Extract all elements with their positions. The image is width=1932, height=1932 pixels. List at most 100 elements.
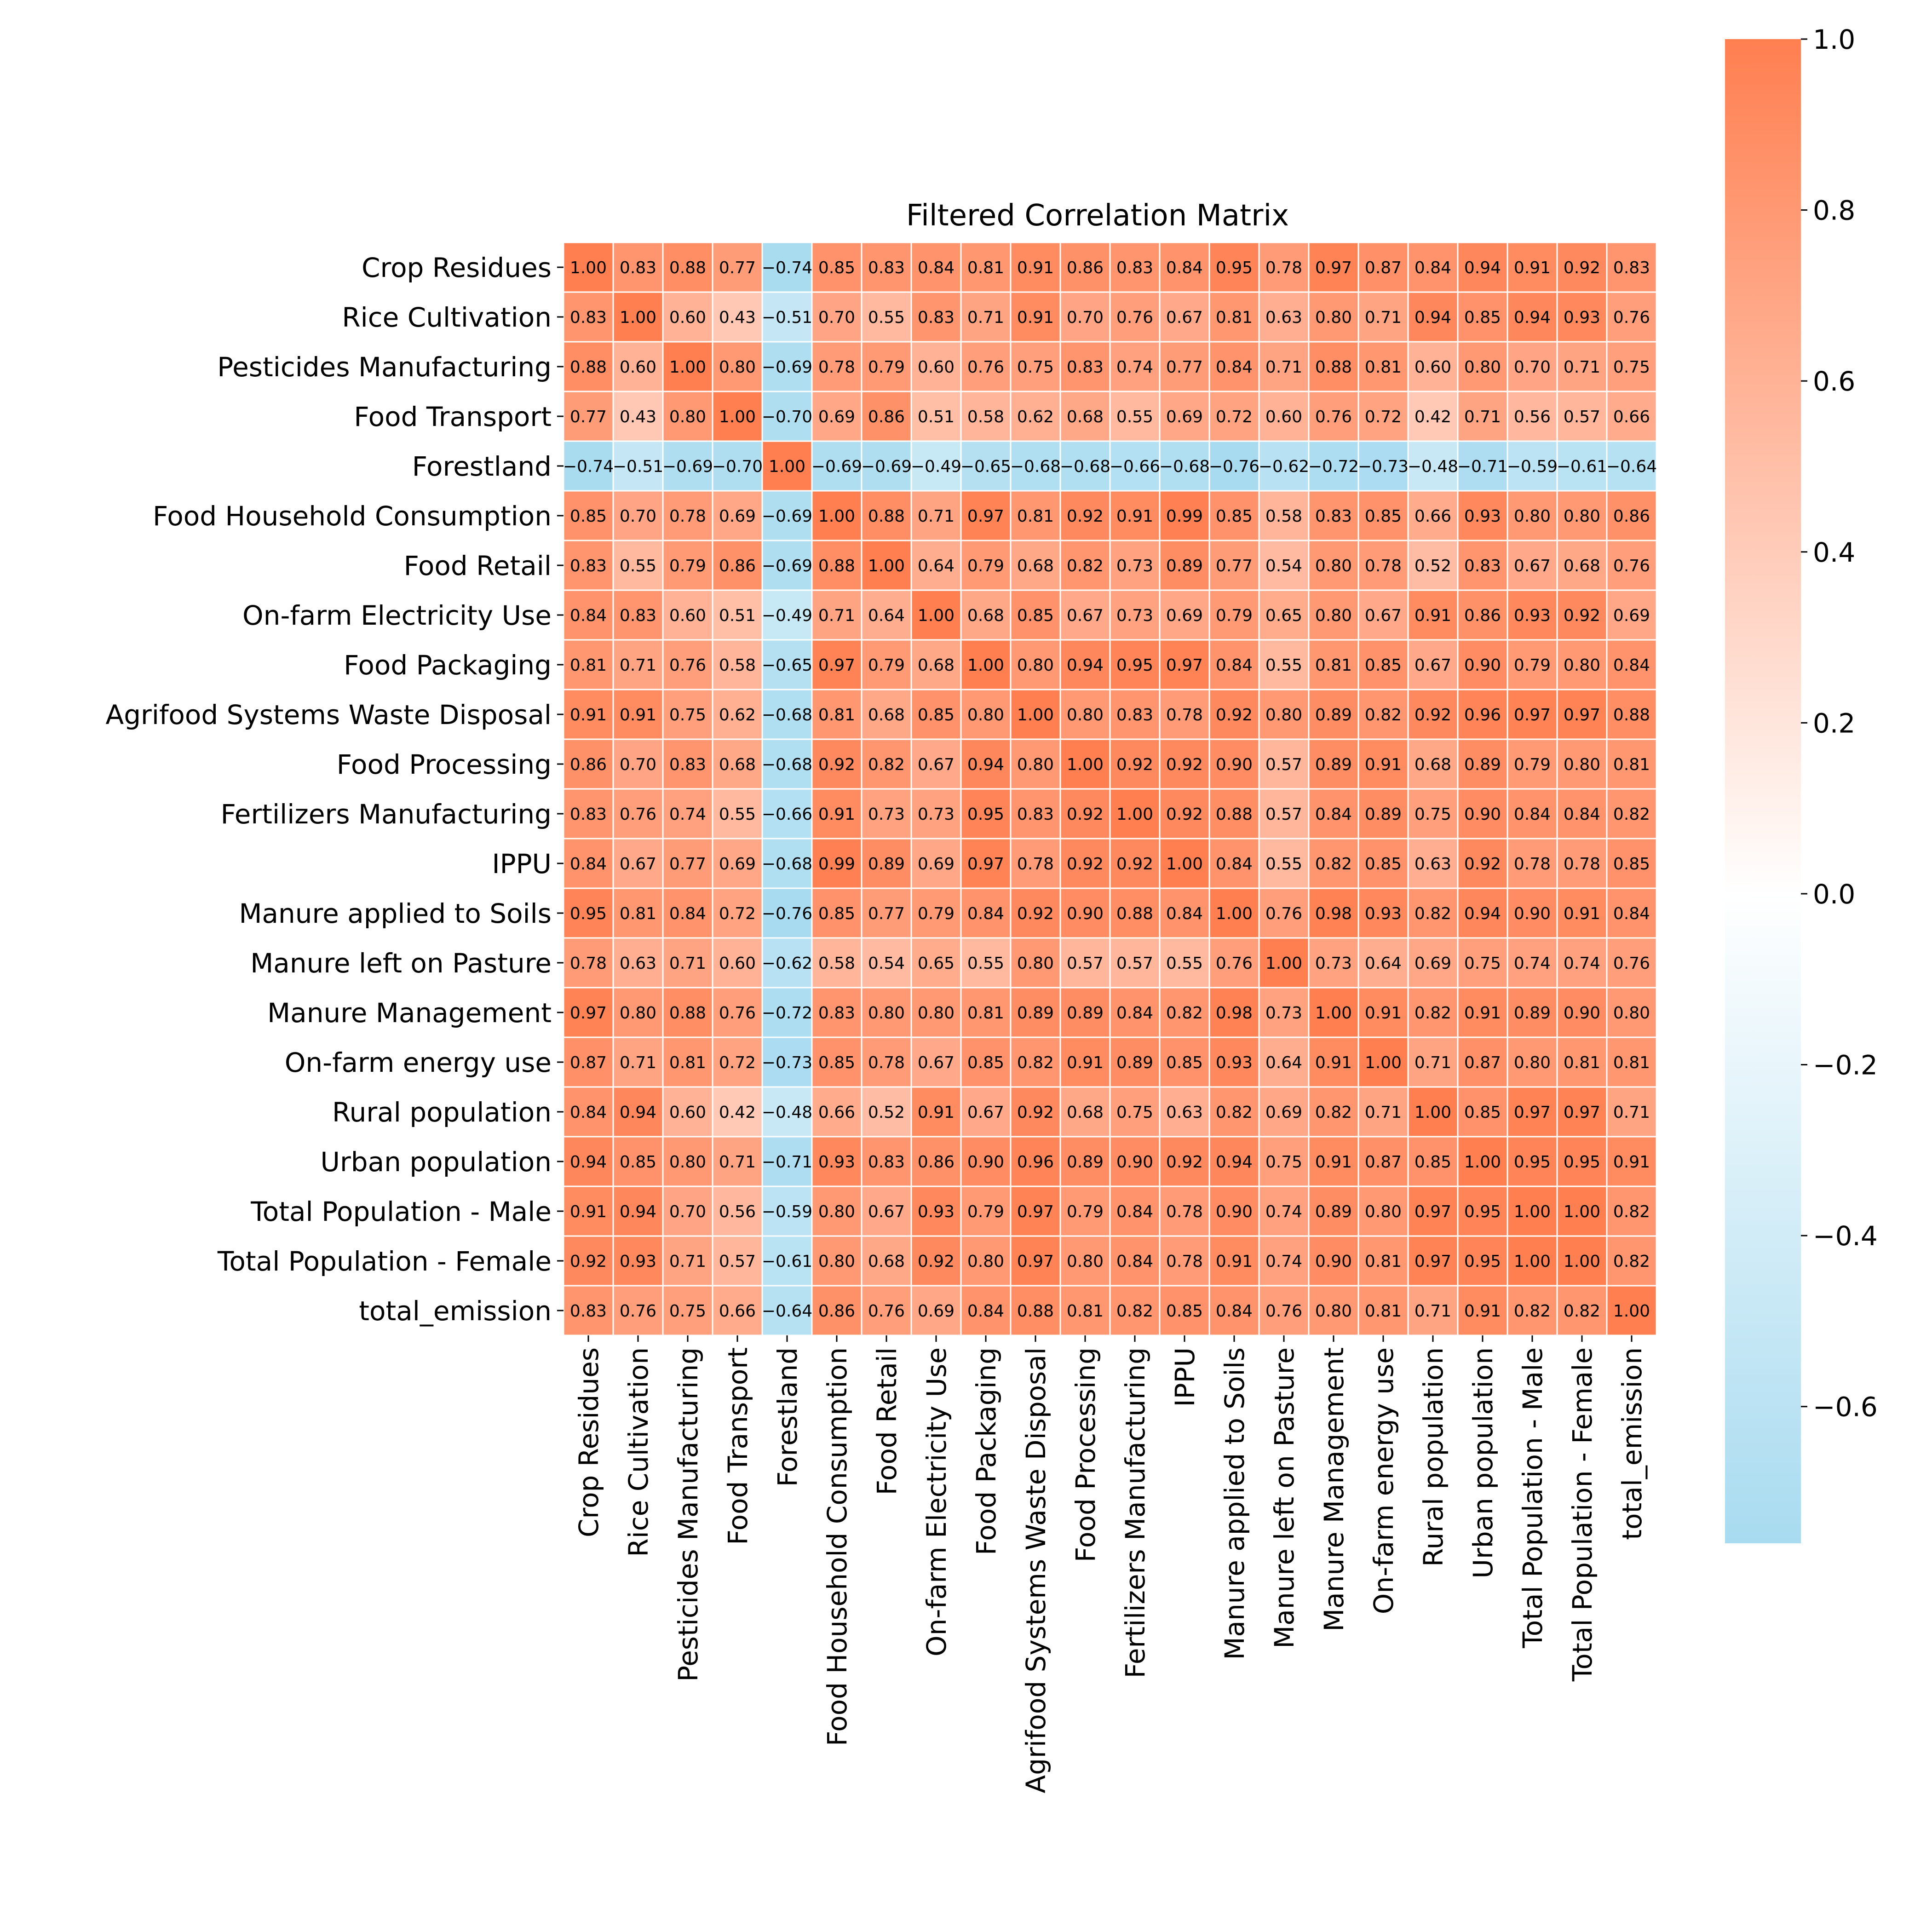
x-tick-label: total_emission — [1616, 1347, 1648, 1540]
heatmap-cell — [1010, 689, 1061, 740]
cell-value-label: 0.78 — [1265, 259, 1302, 277]
cell-value-label: 0.78 — [1564, 855, 1600, 874]
cell-value-label: 1.00 — [1166, 855, 1203, 874]
heatmap-cell — [612, 1036, 664, 1088]
cell-value-label: −0.72 — [762, 1004, 812, 1023]
heatmap-cell — [1059, 887, 1111, 939]
heatmap-cell — [811, 341, 862, 392]
cell-value-label: 0.98 — [1216, 1004, 1253, 1023]
cell-value-label: 0.93 — [1216, 1053, 1253, 1072]
heatmap-cell — [1109, 490, 1161, 541]
cell-value-label: 0.64 — [868, 606, 905, 625]
cell-value-label: 0.91 — [1017, 259, 1054, 277]
cell-value-label: 0.83 — [570, 557, 607, 575]
cell-value-label: 0.96 — [1464, 706, 1501, 724]
heatmap-cell — [662, 1185, 713, 1237]
cell-value-label: 0.76 — [669, 656, 706, 675]
cell-value-label: 0.80 — [1365, 1202, 1402, 1221]
cell-value-label: 0.55 — [719, 805, 756, 824]
heatmap-cell — [1159, 689, 1210, 740]
cell-value-label: 0.86 — [918, 1153, 954, 1172]
heatmap-cell — [1506, 937, 1558, 989]
cell-value-label: 0.80 — [1315, 557, 1352, 575]
cell-value-label: 0.90 — [1464, 656, 1501, 675]
cell-value-label: 0.84 — [1613, 656, 1650, 675]
x-tick-label: Food Packaging — [971, 1347, 1002, 1555]
cell-value-label: 0.83 — [868, 1153, 905, 1172]
cell-value-label: 0.85 — [1216, 507, 1253, 526]
cell-value-label: 0.92 — [1067, 855, 1104, 874]
heatmap-cell — [662, 987, 713, 1038]
heatmap-cell — [1059, 987, 1111, 1038]
y-tick-label: Forestland — [412, 451, 552, 482]
heatmap-cell — [1010, 738, 1061, 790]
x-axis: Crop Residues Rice Cultivation Pesticides … — [573, 1335, 1648, 1793]
cell-value-label: 0.78 — [868, 1053, 905, 1072]
colorbar-tick-label: 0.0 — [1813, 879, 1855, 910]
y-tick-label: Manure applied to Soils — [239, 898, 552, 929]
heatmap-cell — [1258, 639, 1310, 690]
heatmap-cell — [1457, 242, 1508, 293]
cell-value-label: 0.57 — [1564, 408, 1600, 426]
cell-value-label: 0.81 — [1365, 358, 1402, 377]
y-tick-label: IPPU — [492, 848, 552, 880]
heatmap-cell — [1258, 788, 1310, 840]
cell-value-label: 0.42 — [719, 1103, 756, 1122]
colorbar-tick-label: 0.8 — [1813, 195, 1855, 226]
cell-value-label: 0.63 — [1265, 308, 1302, 327]
cell-value-label: 0.70 — [1067, 308, 1104, 327]
heatmap-cell — [1606, 490, 1657, 541]
cell-value-label: 1.00 — [570, 259, 607, 277]
x-tick-label: On-farm energy use — [1368, 1347, 1399, 1614]
heatmap-cell — [563, 689, 614, 740]
cell-value-label: 0.89 — [1365, 805, 1402, 824]
cell-value-label: 0.80 — [967, 1252, 1004, 1271]
cell-value-label: 0.85 — [1365, 507, 1402, 526]
cell-value-label: −0.68 — [762, 755, 812, 774]
heatmap-cell — [761, 1285, 813, 1336]
cell-value-label: 0.77 — [1166, 358, 1203, 377]
cell-value-label: 0.69 — [1414, 954, 1451, 973]
chart-title: Filtered Correlation Matrix — [906, 199, 1289, 233]
cell-value-label: 0.57 — [1265, 755, 1302, 774]
cell-value-label: 0.84 — [1116, 1252, 1153, 1271]
cell-value-label: 0.91 — [918, 1103, 954, 1122]
cell-value-label: 1.00 — [1067, 755, 1104, 774]
cell-value-label: 0.85 — [1365, 656, 1402, 675]
cell-value-label: 0.82 — [1166, 1004, 1203, 1023]
cell-value-label: 0.69 — [1166, 408, 1203, 426]
heatmap-cell — [1159, 1185, 1210, 1237]
heatmap-cell — [1208, 887, 1260, 939]
heatmap-cell — [811, 1285, 862, 1336]
cell-value-label: 0.88 — [1017, 1302, 1054, 1321]
heatmap-cell — [1109, 341, 1161, 392]
heatmap-cell — [960, 391, 1012, 442]
y-tick-label: Urban population — [321, 1146, 552, 1178]
cell-value-label: 0.84 — [570, 606, 607, 625]
cell-value-label: 0.99 — [1166, 507, 1203, 526]
cell-value-label: 0.83 — [1315, 507, 1352, 526]
cell-value-label: 0.92 — [1017, 1103, 1054, 1122]
cell-value-label: 0.81 — [1017, 507, 1054, 526]
heatmap-cell — [910, 738, 962, 790]
cell-value-label: 0.58 — [719, 656, 756, 675]
cell-value-label: 0.97 — [1017, 1202, 1054, 1221]
heatmap-cell — [1606, 838, 1657, 889]
cell-value-label: 0.79 — [1514, 656, 1551, 675]
cell-value-label: 0.67 — [1365, 606, 1402, 625]
cell-value-label: 0.72 — [719, 904, 756, 923]
cell-value-label: 0.68 — [1067, 1103, 1104, 1122]
y-tick-label: Fertilizers Manufacturing — [221, 799, 552, 830]
cell-value-label: 0.64 — [1365, 954, 1402, 973]
cell-value-label: 0.75 — [669, 1302, 706, 1321]
x-tick-label: IPPU — [1169, 1347, 1201, 1407]
cell-value-label: −0.49 — [762, 606, 812, 625]
heatmap-cell — [1556, 788, 1608, 840]
cell-value-label: 0.91 — [1365, 755, 1402, 774]
y-tick-label: Crop Residues — [362, 252, 552, 283]
cell-value-label: 0.80 — [918, 1004, 954, 1023]
cell-value-label: 0.80 — [1067, 1252, 1104, 1271]
cell-value-label: 0.55 — [1265, 656, 1302, 675]
cell-value-label: 0.81 — [620, 904, 656, 923]
cell-value-label: 0.60 — [620, 358, 656, 377]
